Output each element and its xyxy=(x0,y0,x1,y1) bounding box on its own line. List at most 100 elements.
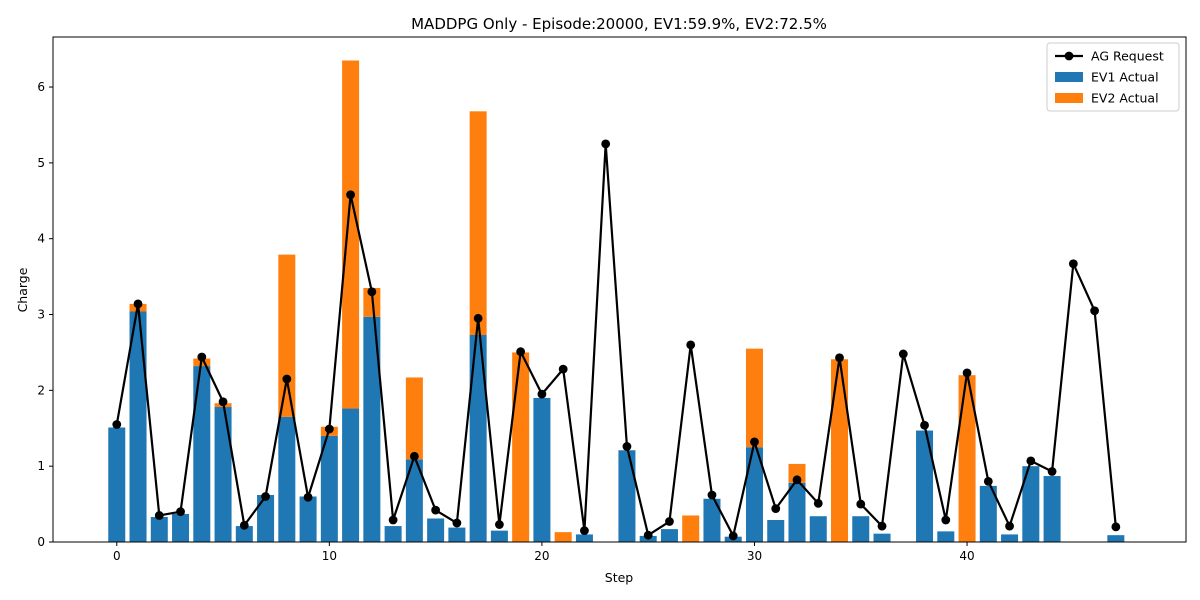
request-point xyxy=(877,521,887,531)
y-tick-label: 0 xyxy=(37,535,45,549)
request-point xyxy=(239,520,249,530)
ev1-bar xyxy=(703,498,721,542)
request-point xyxy=(367,287,377,297)
ev1-bar xyxy=(767,520,785,542)
ev2-bar xyxy=(831,359,849,542)
ev1-bar xyxy=(788,482,806,542)
y-tick-label: 1 xyxy=(37,459,45,473)
request-point xyxy=(835,353,844,363)
bar-layer xyxy=(108,60,1125,542)
legend-bar-swatch xyxy=(1055,72,1083,82)
ev2-bar xyxy=(788,463,806,483)
ev1-bar xyxy=(384,526,402,542)
request-point xyxy=(197,352,207,362)
y-tick-label: 3 xyxy=(37,308,45,322)
request-line-layer xyxy=(112,139,1121,541)
request-point xyxy=(707,490,717,500)
request-point xyxy=(133,299,143,309)
request-point xyxy=(643,530,653,540)
ev1-bar xyxy=(873,533,891,542)
ev1-bar xyxy=(342,408,360,542)
request-point xyxy=(409,451,419,461)
ev1-bar xyxy=(448,527,466,542)
ev1-bar xyxy=(1001,534,1019,542)
request-point xyxy=(1068,259,1078,269)
request-point xyxy=(580,526,589,536)
x-tick-label: 30 xyxy=(747,549,762,563)
ev1-bar xyxy=(172,513,190,542)
ev2-bar xyxy=(405,377,423,460)
ev1-bar xyxy=(193,366,211,542)
legend-bar-swatch xyxy=(1055,93,1083,103)
x-axis-label: Step xyxy=(605,570,634,585)
request-point xyxy=(813,498,823,508)
legend-label: AG Request xyxy=(1091,49,1164,64)
request-point xyxy=(218,397,228,407)
request-point xyxy=(303,492,313,502)
plot-frame xyxy=(52,36,1187,543)
ev1-bar xyxy=(257,494,275,542)
ev1-bar xyxy=(129,311,147,542)
ev1-bar xyxy=(320,435,338,542)
request-point xyxy=(388,515,398,525)
x-tick-label: 20 xyxy=(534,549,549,563)
request-point xyxy=(1111,522,1121,532)
request-point xyxy=(558,364,568,374)
legend: AG Request EV1 Actual EV2 Actual xyxy=(1046,42,1180,112)
ev1-bar xyxy=(1107,535,1125,542)
ev1-bar xyxy=(575,534,593,542)
ev1-bar xyxy=(533,397,551,542)
chart-title: MADDPG Only - Episode:20000, EV1:59.9%, … xyxy=(411,15,827,33)
request-point xyxy=(112,420,122,429)
ev1-bar xyxy=(469,334,487,542)
ev1-bar xyxy=(745,447,763,542)
ev2-bar xyxy=(342,60,360,409)
legend-marker-swatch xyxy=(1064,51,1074,61)
ev1-bar xyxy=(299,496,317,542)
request-point xyxy=(537,389,547,399)
request-point xyxy=(962,368,972,378)
ev2-bar xyxy=(682,515,700,542)
ev1-bar xyxy=(363,316,381,542)
ev2-bar xyxy=(512,352,530,542)
y-tick-label: 4 xyxy=(37,232,45,246)
ev2-bar xyxy=(278,254,296,417)
request-point xyxy=(856,499,866,509)
request-point xyxy=(431,505,441,515)
ev2-bar xyxy=(554,532,572,542)
legend-label: EV2 Actual xyxy=(1091,91,1159,106)
ev1-bar xyxy=(618,450,636,542)
request-point xyxy=(665,517,674,526)
legend-label: EV1 Actual xyxy=(1091,70,1159,85)
ev1-bar xyxy=(1022,466,1040,542)
request-point xyxy=(452,518,462,528)
ev1-bar xyxy=(852,516,870,542)
request-point xyxy=(516,347,526,357)
ev1-bar xyxy=(809,516,827,542)
request-point xyxy=(324,424,334,434)
ev1-bar xyxy=(235,526,253,542)
ev1-bar xyxy=(278,416,296,542)
x-tick-label: 40 xyxy=(959,549,974,563)
request-point xyxy=(346,190,355,200)
ev1-bar xyxy=(660,529,678,542)
ev1-bar xyxy=(405,459,423,542)
y-tick-label: 2 xyxy=(37,383,45,397)
x-tick-label: 0 xyxy=(113,549,121,563)
request-point xyxy=(1026,456,1036,466)
ev1-bar xyxy=(916,430,934,542)
request-point xyxy=(920,420,929,430)
request-point xyxy=(154,511,164,520)
ev1-bar xyxy=(214,407,232,542)
ev2-bar xyxy=(469,111,487,335)
request-point xyxy=(728,531,738,541)
ev2-bar xyxy=(958,375,976,542)
y-tick-label: 6 xyxy=(37,80,45,94)
request-point xyxy=(1005,521,1014,531)
y-axis-label: Charge xyxy=(15,267,30,312)
request-point xyxy=(750,437,759,447)
request-point xyxy=(282,374,292,384)
request-point xyxy=(1047,467,1057,476)
ev1-bar xyxy=(427,518,445,542)
